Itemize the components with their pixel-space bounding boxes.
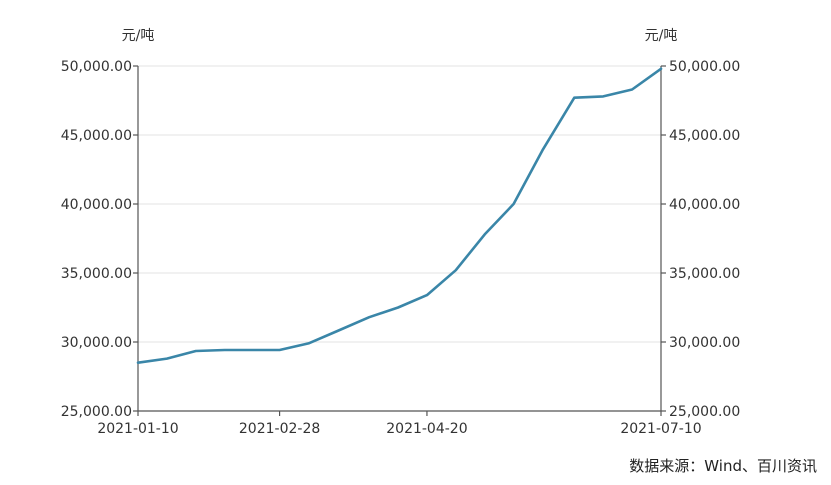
- left-y-tick-label: 25,000.00: [61, 404, 132, 420]
- source-note: 数据来源：Wind、百川资讯: [629, 457, 817, 475]
- series-layer: [136, 67, 663, 365]
- right-y-tick-label: 45,000.00: [669, 128, 740, 144]
- gridlines: [138, 65, 661, 343]
- x-ticks: 2021-01-10 2021-02-28 2021-04-20 2021-07-10: [97, 411, 702, 437]
- x-tick-label: 2021-07-10: [620, 421, 701, 437]
- x-tick-label: 2021-02-28: [239, 421, 320, 437]
- series-line: [136, 67, 663, 365]
- right-y-tick-label: 40,000.00: [669, 197, 740, 213]
- right-y-tick-label: 30,000.00: [669, 335, 740, 351]
- left-y-tick-label: 30,000.00: [61, 335, 132, 351]
- right-y-tick-label: 35,000.00: [669, 266, 740, 282]
- left-y-unit-label: 元/吨: [122, 28, 155, 44]
- right-y-ticks: 25,000.00 30,000.00 35,000.00 40,000.00 45,0…: [661, 59, 740, 420]
- left-y-tick-label: 40,000.00: [61, 197, 132, 213]
- x-tick-label: 2021-04-20: [386, 421, 467, 437]
- left-y-tick-label: 50,000.00: [61, 59, 132, 75]
- left-y-ticks: 25,000.00 30,000.00 35,000.00 40,000.00 45,0…: [61, 59, 138, 420]
- right-y-tick-label: 25,000.00: [669, 404, 740, 420]
- axes: [137, 66, 662, 412]
- x-tick-label: 2021-01-10: [97, 421, 178, 437]
- left-y-tick-label: 35,000.00: [61, 266, 132, 282]
- right-y-unit-label: 元/吨: [645, 28, 678, 44]
- left-y-tick-label: 45,000.00: [61, 128, 132, 144]
- right-y-tick-label: 50,000.00: [669, 59, 740, 75]
